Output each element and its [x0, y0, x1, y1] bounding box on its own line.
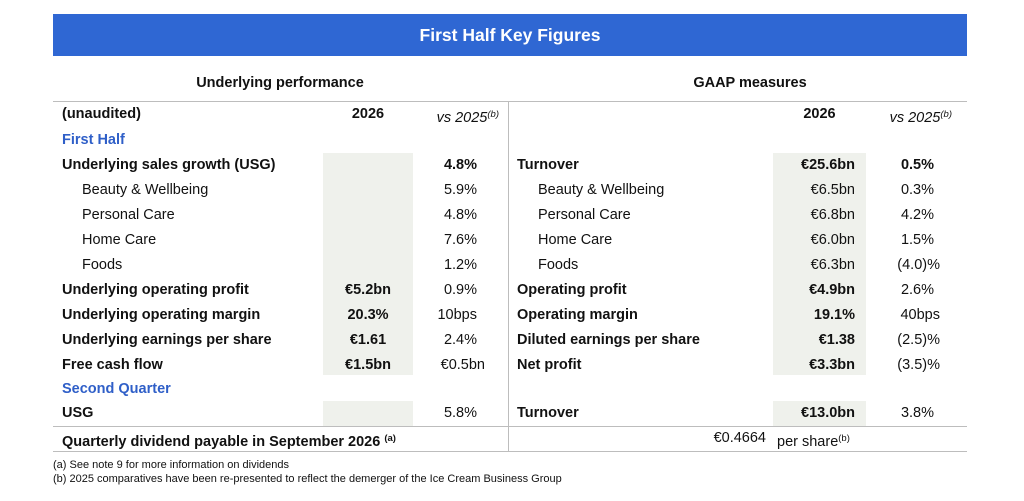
gaap-row-value: €3.3bn: [809, 357, 855, 373]
gaap-row-change: 0.5%: [900, 157, 934, 173]
gaap-row-label: Diluted earnings per share: [517, 332, 700, 348]
gaap-q2-shade: [773, 401, 866, 426]
gaap-row-change: (3.5)%: [897, 357, 940, 373]
underlying-row-change: 10bps: [437, 307, 477, 323]
footnote-a: (a) See note 9 for more information on d…: [53, 459, 290, 471]
gaap-year-header: 2026: [803, 106, 836, 122]
gaap-shade: [773, 153, 866, 375]
gaap-row-label: Foods: [538, 257, 579, 273]
gaap-row-value: €6.0bn: [810, 232, 855, 248]
underlying-row-change: 2.4%: [443, 332, 477, 348]
underlying-row-label: Beauty & Wellbeing: [82, 182, 209, 198]
underlying-row-value: 20.3%: [347, 307, 389, 323]
underlying-row-change: 7.6%: [443, 232, 477, 248]
underlying-row-change: 1.2%: [443, 257, 477, 273]
first-half-heading: First Half: [62, 132, 125, 148]
dividend-amount: €0.4664: [713, 430, 766, 446]
unaudited-label: (unaudited): [62, 106, 141, 122]
underlying-row-label: Underlying earnings per share: [62, 332, 272, 348]
gaap-row-change: 2.6%: [900, 282, 934, 298]
gaap-row-change: (2.5)%: [897, 332, 940, 348]
gaap-row-value: 19.1%: [813, 307, 855, 323]
dividend-unit: per share(b): [777, 433, 850, 450]
dividend-label: Quarterly dividend payable in September …: [62, 433, 396, 450]
gaap-row-change: (4.0)%: [897, 257, 940, 273]
gaap-row-label: Home Care: [538, 232, 613, 248]
underlying-q2-shade: [323, 401, 413, 426]
underlying-row-change: €0.5bn: [440, 357, 485, 373]
second-quarter-heading: Second Quarter: [62, 381, 171, 397]
gaap-row-label: Net profit: [517, 357, 582, 373]
gaap-row-label: Personal Care: [538, 207, 631, 223]
underlying-row-label: Foods: [82, 257, 123, 273]
underlying-q2-label: USG: [62, 405, 94, 421]
underlying-row-value: €5.2bn: [345, 282, 391, 298]
gaap-row-label: Operating profit: [517, 282, 627, 298]
underlying-row-label: Personal Care: [82, 207, 175, 223]
gaap-row-label: Beauty & Wellbeing: [538, 182, 665, 198]
gaap-row-value: €25.6bn: [801, 157, 855, 173]
header-rule: [53, 101, 967, 102]
gaap-row-value: €6.8bn: [810, 207, 855, 223]
underlying-row-value: €1.5bn: [345, 357, 391, 373]
underlying-row-change: 4.8%: [443, 207, 477, 223]
underlying-row-value: €1.61: [349, 332, 387, 348]
underlying-year-header: 2026: [351, 106, 385, 122]
underlying-row-label: Underlying operating profit: [62, 282, 249, 298]
underlying-row-label: Underlying operating margin: [62, 307, 261, 323]
gaap-q2-label: Turnover: [517, 405, 579, 421]
underlying-row-change: 0.9%: [443, 282, 477, 298]
dividend-bottom-rule: [53, 451, 967, 452]
underlying-row-label: Free cash flow: [62, 357, 163, 373]
underlying-q2-change: 5.8%: [443, 405, 477, 421]
gaap-row-change: 4.2%: [900, 207, 934, 223]
banner-title: First Half Key Figures: [53, 14, 967, 56]
gaap-row-change: 0.3%: [900, 182, 934, 198]
gaap-row-label: Turnover: [517, 157, 579, 173]
dividend-top-rule: [53, 426, 967, 427]
underlying-section-title: Underlying performance: [196, 75, 364, 91]
underlying-row-change: 4.8%: [443, 157, 477, 173]
underlying-vs-header: vs 2025(b): [436, 109, 499, 126]
gaap-vs-header: vs 2025(b): [889, 109, 952, 126]
gaap-row-value: €6.5bn: [810, 182, 855, 198]
footnote-b: (b) 2025 comparatives have been re-prese…: [53, 473, 562, 485]
gaap-q2-change: 3.8%: [900, 405, 934, 421]
gaap-row-value: €6.3bn: [810, 257, 855, 273]
gaap-row-label: Operating margin: [517, 307, 638, 323]
underlying-row-label: Home Care: [82, 232, 157, 248]
gaap-row-change: 40bps: [900, 307, 940, 323]
gaap-q2-value: €13.0bn: [801, 405, 855, 421]
underlying-row-change: 5.9%: [443, 182, 477, 198]
underlying-row-value: [323, 153, 413, 178]
column-divider: [508, 101, 509, 451]
gaap-section-title: GAAP measures: [693, 75, 807, 91]
gaap-row-change: 1.5%: [900, 232, 934, 248]
gaap-row-value: €4.9bn: [809, 282, 855, 298]
gaap-row-value: €1.38: [818, 332, 855, 348]
underlying-shade: [323, 153, 413, 375]
underlying-row-label: Underlying sales growth (USG): [62, 157, 276, 173]
